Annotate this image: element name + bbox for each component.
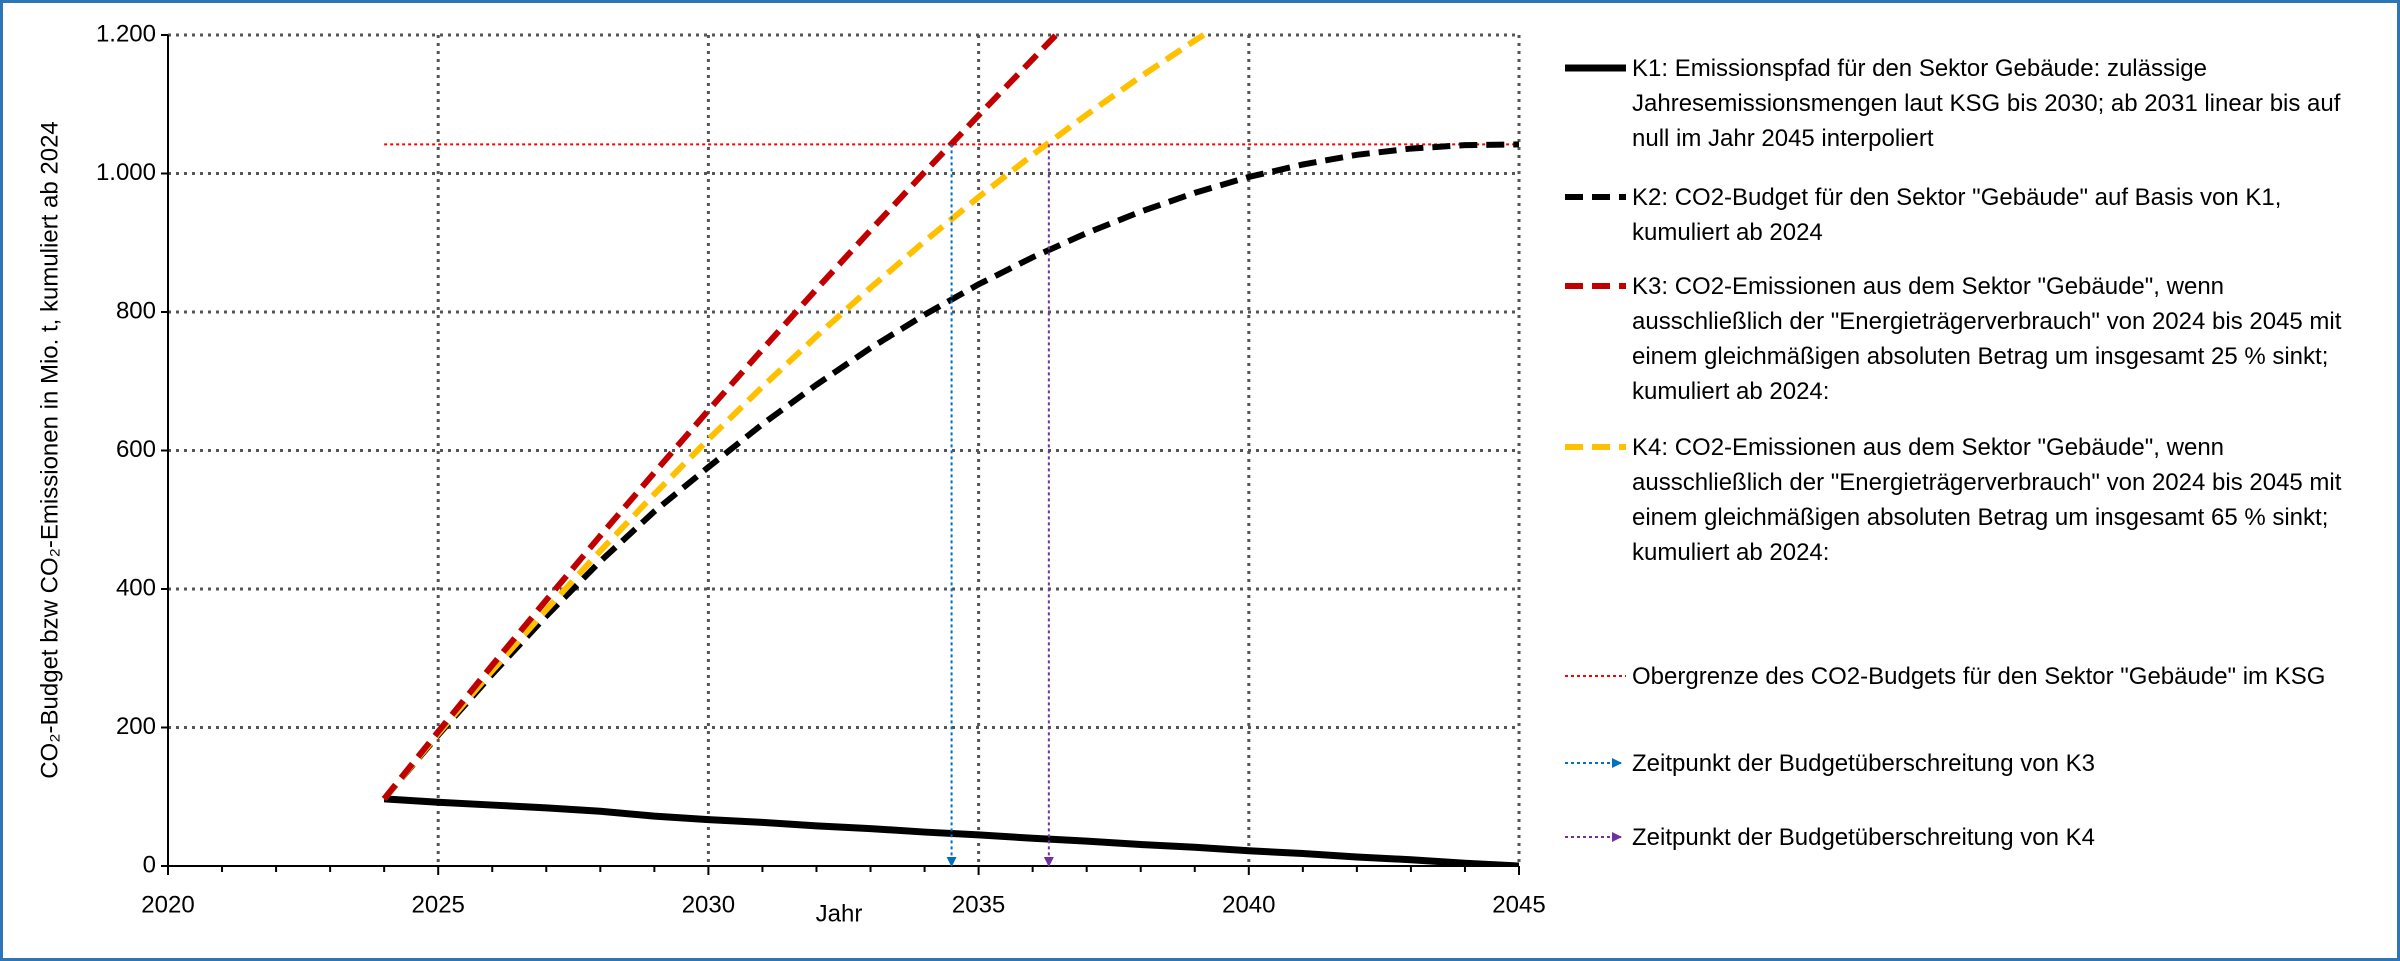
- y-tick-label: 600: [116, 436, 156, 463]
- x-tick-label: 2030: [682, 891, 735, 918]
- y-tick-label: 800: [116, 297, 156, 324]
- legend-entry: K4: CO2-Emissionen aus dem Sektor "Gebäu…: [1632, 434, 2342, 566]
- x-axis-label: Jahr: [816, 900, 863, 927]
- x-tick-label: 2035: [952, 891, 1005, 918]
- x-tick-label: 2045: [1492, 891, 1545, 918]
- series-line: [383, 795, 1519, 866]
- y-tick-label: 1.200: [96, 20, 156, 47]
- x-tick-label: 2040: [1222, 891, 1275, 918]
- legend-entry: Zeitpunkt der Budgetüberschreitung von K…: [1632, 750, 2095, 777]
- series-line: [381, 141, 1519, 801]
- series-line: [381, 32, 1064, 801]
- x-tick-label: 2025: [412, 891, 465, 918]
- chart-svg: Jahr CO₂-Budget bzw CO₂-Emissionen in Mi…: [36, 20, 1626, 927]
- y-axis-label: CO₂-Budget bzw CO₂-Emissionen in Mio. t,…: [36, 121, 63, 779]
- legend-entry: Obergrenze des CO2-Budgets für den Sekto…: [1632, 663, 2326, 690]
- series-line: [381, 32, 1215, 801]
- y-tick-label: 1.000: [96, 159, 156, 186]
- x-tick-label: 2020: [141, 891, 194, 918]
- legend-entry: K1: Emissionspfad für den Sektor Gebäude…: [1632, 55, 2341, 152]
- legend-entry: K2: CO2-Budget für den Sektor "Gebäude" …: [1632, 184, 2282, 246]
- y-tick-label: 400: [116, 574, 156, 601]
- y-tick-label: 200: [116, 713, 156, 740]
- plot-area: [381, 32, 1519, 866]
- y-tick-label: 0: [143, 851, 156, 878]
- legend-entry: K3: CO2-Emissionen aus dem Sektor "Gebäu…: [1632, 273, 2342, 405]
- legend-entry: Zeitpunkt der Budgetüberschreitung von K…: [1632, 824, 2095, 851]
